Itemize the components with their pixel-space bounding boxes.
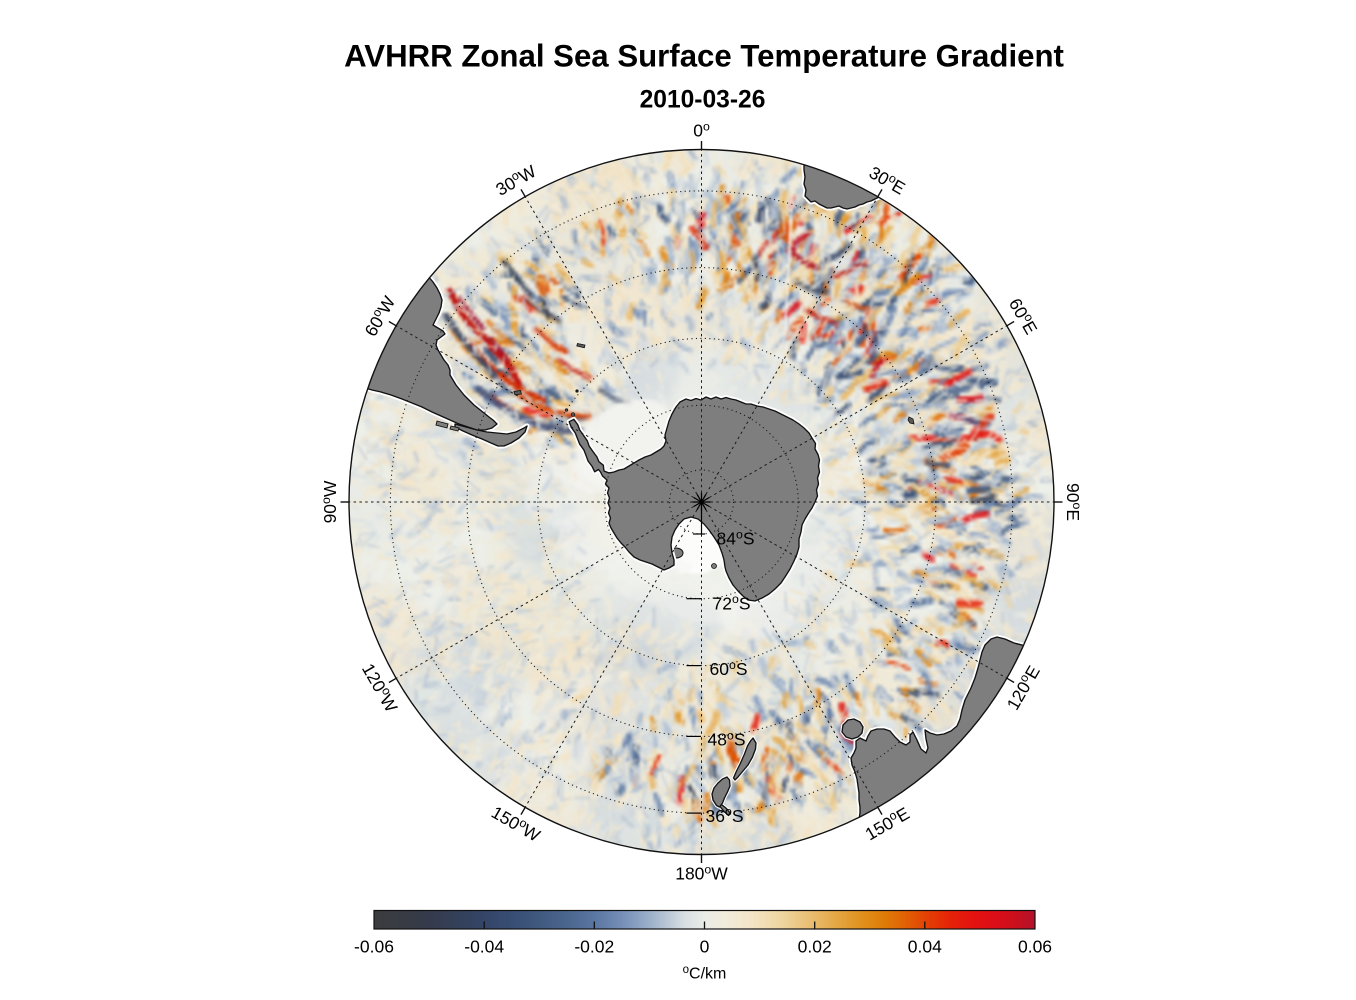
svg-text:-0.04: -0.04 bbox=[464, 937, 504, 957]
svg-text:-0.02: -0.02 bbox=[574, 937, 614, 957]
svg-text:0.04: 0.04 bbox=[908, 937, 942, 957]
svg-text:AVHRR Zonal Sea Surface Temper: AVHRR Zonal Sea Surface Temperature Grad… bbox=[344, 39, 1064, 74]
svg-text:180oW: 180oW bbox=[675, 862, 728, 883]
svg-text:90oE: 90oE bbox=[1063, 483, 1084, 521]
svg-text:90oW: 90oW bbox=[319, 480, 340, 523]
svg-text:2010-03-26: 2010-03-26 bbox=[640, 87, 766, 114]
svg-text:48oS: 48oS bbox=[708, 728, 746, 749]
svg-text:0.06: 0.06 bbox=[1018, 937, 1052, 957]
svg-text:-0.06: -0.06 bbox=[354, 937, 394, 957]
svg-text:120oW: 120oW bbox=[358, 659, 403, 716]
svg-text:0.02: 0.02 bbox=[798, 937, 832, 957]
svg-text:oC/km: oC/km bbox=[683, 964, 727, 983]
svg-text:0: 0 bbox=[700, 937, 710, 957]
svg-text:60oS: 60oS bbox=[710, 658, 748, 679]
svg-text:72oS: 72oS bbox=[713, 592, 751, 613]
svg-text:84oS: 84oS bbox=[717, 527, 755, 548]
svg-text:0o: 0o bbox=[693, 119, 710, 140]
svg-text:150oW: 150oW bbox=[488, 801, 545, 846]
svg-text:30oW: 30oW bbox=[492, 160, 540, 200]
svg-text:36oS: 36oS bbox=[706, 805, 744, 826]
